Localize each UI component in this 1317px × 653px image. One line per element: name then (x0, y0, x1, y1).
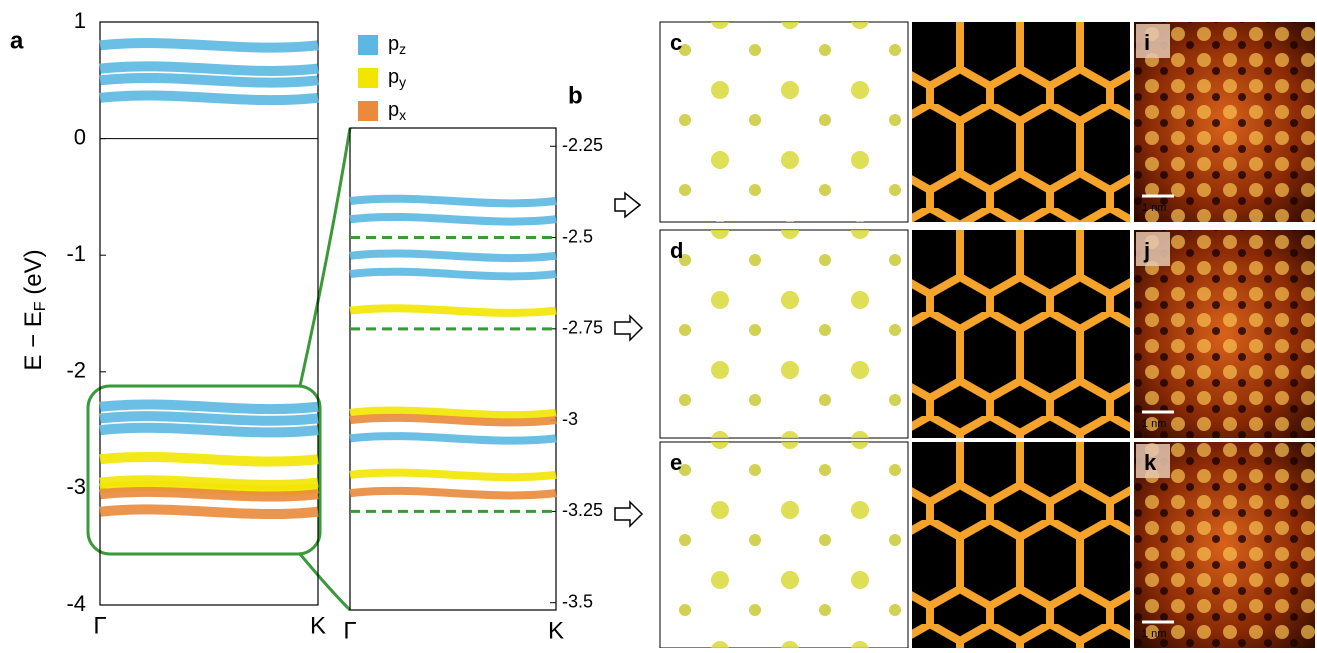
panel-label: c (670, 30, 682, 55)
x-tick-label: K (310, 612, 326, 639)
x-tick-label: K (548, 617, 564, 644)
band (350, 253, 556, 258)
figure: pzpypx-4-3-2-101ΓK-2.25-2.5-2.75-3-3.25-… (0, 0, 1317, 648)
y-tick-label: 0 (74, 124, 86, 149)
scale-label: 1 nm (1142, 418, 1166, 430)
panel-label: a (10, 27, 24, 54)
band (350, 308, 556, 313)
legend-base: p (388, 99, 399, 121)
band (100, 457, 318, 462)
band (350, 491, 556, 496)
x-tick-label: Γ (343, 617, 356, 644)
y-tick-label: 1 (74, 8, 86, 33)
label-bg (1136, 24, 1170, 58)
band (100, 404, 318, 409)
band (350, 473, 556, 478)
band (350, 272, 556, 277)
y-tick-label: -3.5 (562, 591, 593, 611)
scale-label: 1 nm (1142, 202, 1166, 214)
legend-base: p (388, 33, 399, 55)
panel-label: e (670, 450, 682, 475)
panel-label: k (1144, 450, 1157, 475)
y-tick-label: -1 (66, 241, 86, 266)
y-tick-label: -2.75 (562, 318, 603, 338)
scale-label: 1 nm (1142, 628, 1166, 640)
image-content (912, 442, 1130, 648)
legend-label: pz (388, 33, 406, 56)
band (350, 199, 556, 204)
panel-label: h (922, 450, 935, 475)
y-tick-label: -3 (562, 409, 578, 429)
panel-label: d (670, 238, 683, 263)
y-tick-label: -2.25 (562, 135, 603, 155)
y-tick-label: -3 (66, 474, 86, 499)
band (100, 43, 318, 48)
band (100, 78, 318, 83)
ylabel-sub: F (32, 301, 49, 311)
image-content (660, 22, 908, 222)
image-content (660, 230, 908, 438)
legend-label: px (388, 99, 406, 122)
legend-sub: x (399, 107, 406, 123)
panel-label: i (1144, 30, 1150, 55)
legend-swatch (358, 68, 378, 88)
y-tick-label: -3.25 (562, 500, 603, 520)
panel-label: f (922, 30, 930, 55)
image-content (660, 442, 908, 648)
band (100, 416, 318, 421)
image-content (912, 22, 1130, 222)
legend-label: py (388, 66, 406, 89)
x-tick-label: Γ (93, 612, 106, 639)
panel-label: b (568, 82, 583, 109)
legend-swatch (358, 35, 378, 55)
panel-label: g (922, 238, 935, 263)
panel-label: j (1143, 238, 1150, 263)
label-bg (1136, 232, 1170, 266)
ylabel-unit: (eV) (20, 249, 47, 301)
band (350, 436, 556, 441)
legend-sub: z (399, 41, 406, 57)
y-axis-label: E − EF (eV) (20, 249, 49, 370)
y-tick-label: -2 (66, 358, 86, 383)
y-tick-label: -4 (66, 591, 86, 616)
ylabel-main: E − E (20, 311, 47, 370)
band (100, 492, 318, 497)
y-tick-label: -2.5 (562, 226, 593, 246)
band (350, 217, 556, 222)
band (350, 418, 556, 423)
legend-sub: y (399, 74, 406, 90)
band (100, 95, 318, 100)
image-content (912, 230, 1130, 438)
band (100, 428, 318, 433)
legend-swatch (358, 101, 378, 121)
band (100, 66, 318, 71)
band (100, 509, 318, 514)
legend-base: p (388, 66, 399, 88)
